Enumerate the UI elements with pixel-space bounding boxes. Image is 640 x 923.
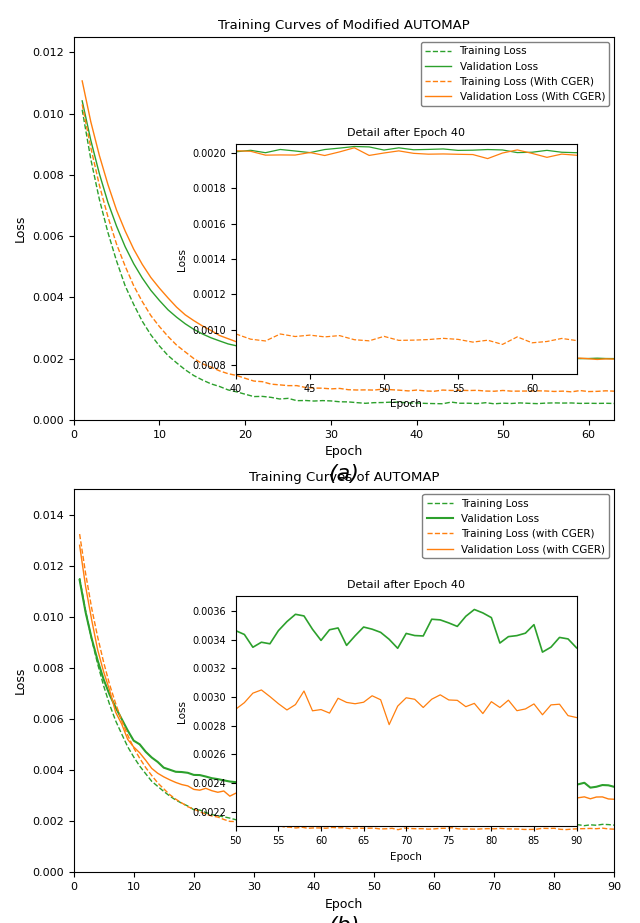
Training Loss (With CGER) xyxy=(611,386,618,397)
Training Loss (with CGER) xyxy=(593,823,600,834)
Training Loss (With CGER) xyxy=(568,387,575,398)
Line: Validation Loss (with CGER): Validation Loss (with CGER) xyxy=(79,545,614,800)
Line: Training Loss (With CGER): Training Loss (With CGER) xyxy=(82,104,614,392)
Training Loss (with CGER) xyxy=(454,823,462,834)
Validation Loss (with CGER) xyxy=(148,762,156,773)
Validation Loss (With CGER) xyxy=(78,76,86,87)
Validation Loss (with CGER) xyxy=(527,791,534,802)
Line: Training Loss (with CGER): Training Loss (with CGER) xyxy=(79,534,614,830)
Validation Loss xyxy=(430,354,438,365)
Training Loss xyxy=(327,395,335,406)
Training Loss xyxy=(532,820,540,831)
Training Loss xyxy=(241,389,249,400)
Line: Validation Loss (With CGER): Validation Loss (With CGER) xyxy=(82,81,614,360)
X-axis label: Epoch: Epoch xyxy=(325,445,363,458)
Training Loss xyxy=(568,821,576,832)
Training Loss xyxy=(490,398,498,409)
Validation Loss (With CGER) xyxy=(224,333,232,344)
Training Loss xyxy=(148,775,156,786)
Training Loss xyxy=(447,397,455,408)
Validation Loss (with CGER) xyxy=(611,794,618,805)
Validation Loss xyxy=(238,778,246,789)
Validation Loss xyxy=(148,752,156,763)
Validation Loss xyxy=(327,351,335,362)
Training Loss xyxy=(76,572,83,583)
Line: Validation Loss: Validation Loss xyxy=(82,101,614,359)
Validation Loss (with CGER) xyxy=(238,789,246,800)
Training Loss xyxy=(344,396,352,407)
Validation Loss (With CGER) xyxy=(447,354,455,365)
Training Loss xyxy=(238,813,246,824)
Training Loss (With CGER) xyxy=(241,373,249,384)
Validation Loss (with CGER) xyxy=(449,791,456,802)
Validation Loss (With CGER) xyxy=(241,339,249,350)
Y-axis label: Loss: Loss xyxy=(13,667,27,694)
Line: Training Loss: Training Loss xyxy=(79,578,614,826)
Training Loss xyxy=(593,820,600,831)
Validation Loss xyxy=(346,783,354,794)
Training Loss (with CGER) xyxy=(238,817,246,828)
Legend: Training Loss, Validation Loss, Training Loss (with CGER), Validation Loss (with: Training Loss, Validation Loss, Training… xyxy=(422,495,609,558)
Validation Loss (with CGER) xyxy=(478,795,486,806)
Training Loss (With CGER) xyxy=(447,385,455,396)
Validation Loss xyxy=(344,352,352,363)
Validation Loss (With CGER) xyxy=(602,354,610,365)
Text: (a): (a) xyxy=(328,464,360,484)
Validation Loss xyxy=(76,574,83,585)
Validation Loss xyxy=(538,774,546,785)
Line: Validation Loss: Validation Loss xyxy=(79,580,614,788)
Training Loss (with CGER) xyxy=(527,824,534,835)
Training Loss (with CGER) xyxy=(148,770,156,781)
Training Loss xyxy=(520,820,528,831)
Validation Loss xyxy=(527,777,534,788)
Training Loss xyxy=(602,398,610,409)
Validation Loss (With CGER) xyxy=(344,351,352,362)
X-axis label: Epoch: Epoch xyxy=(325,897,363,910)
Training Loss (with CGER) xyxy=(611,823,618,834)
Validation Loss (With CGER) xyxy=(611,354,618,365)
Training Loss (with CGER) xyxy=(76,529,83,540)
Validation Loss (With CGER) xyxy=(327,349,335,360)
Line: Training Loss: Training Loss xyxy=(82,110,614,403)
Training Loss (With CGER) xyxy=(327,383,335,394)
Validation Loss xyxy=(241,342,249,354)
Legend: Training Loss, Validation Loss, Training Loss (With CGER), Validation Loss (With: Training Loss, Validation Loss, Training… xyxy=(421,42,609,106)
Validation Loss (with CGER) xyxy=(76,540,83,551)
Validation Loss xyxy=(602,353,610,364)
Title: Training Curves of AUTOMAP: Training Curves of AUTOMAP xyxy=(249,471,439,484)
Validation Loss xyxy=(611,354,618,365)
Training Loss xyxy=(449,820,456,831)
Y-axis label: Loss: Loss xyxy=(13,215,27,242)
Validation Loss xyxy=(454,779,462,790)
Text: (b): (b) xyxy=(328,917,360,923)
Validation Loss xyxy=(456,354,464,365)
Training Loss xyxy=(224,384,232,395)
Training Loss xyxy=(611,820,618,831)
Title: Training Curves of Modified AUTOMAP: Training Curves of Modified AUTOMAP xyxy=(218,18,470,31)
Validation Loss (With CGER) xyxy=(559,354,567,366)
Training Loss (With CGER) xyxy=(78,99,86,110)
Validation Loss (with CGER) xyxy=(538,791,546,802)
Training Loss xyxy=(611,398,618,409)
Validation Loss xyxy=(224,339,232,350)
Validation Loss xyxy=(611,782,618,793)
Training Loss (With CGER) xyxy=(344,384,352,395)
Training Loss (with CGER) xyxy=(538,822,546,833)
Validation Loss xyxy=(78,95,86,106)
Validation Loss xyxy=(593,781,600,792)
Validation Loss (with CGER) xyxy=(593,792,600,803)
Training Loss (With CGER) xyxy=(224,368,232,379)
Training Loss (with CGER) xyxy=(394,824,402,835)
Training Loss (With CGER) xyxy=(602,385,610,396)
Training Loss xyxy=(78,104,86,115)
